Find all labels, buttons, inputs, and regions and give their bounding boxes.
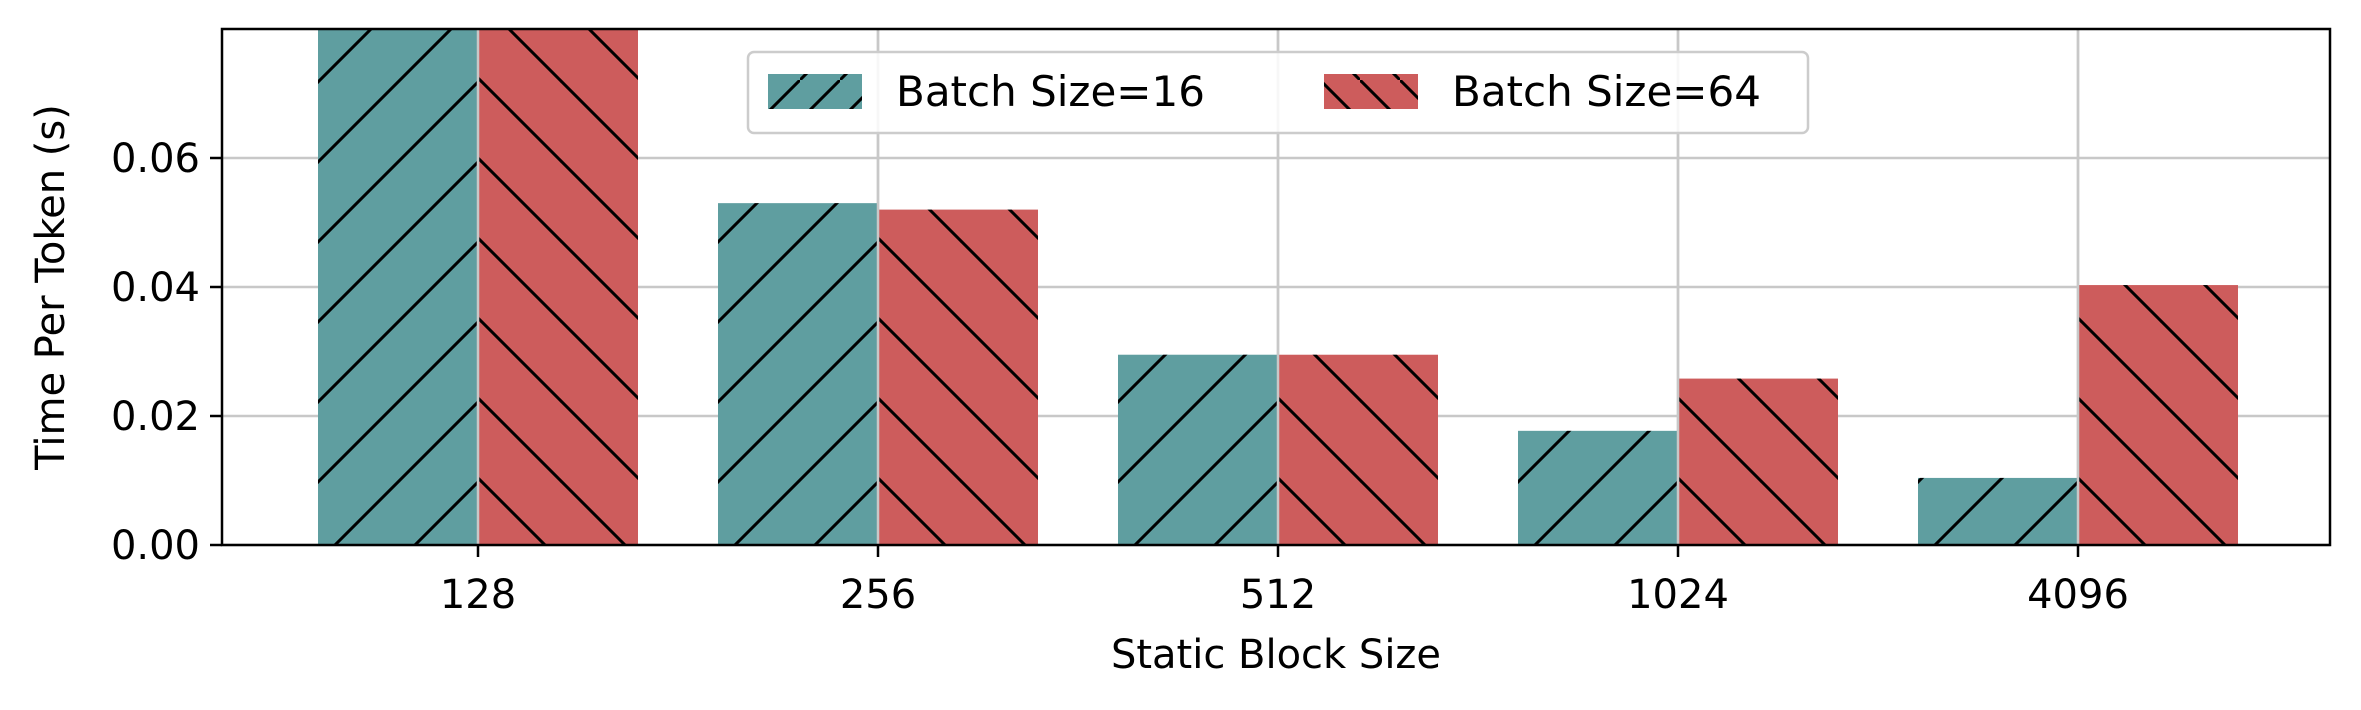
bar-hatch [1518,430,1678,545]
bar [1278,354,1438,545]
bar [318,29,478,545]
x-tick-label: 128 [440,572,516,618]
legend-label: Batch Size=16 [896,67,1205,116]
legend-box [746,50,1810,135]
x-tick-label: 4096 [2027,572,2129,618]
bar-hatch [1918,477,2078,545]
bar [1518,430,1678,545]
bar-hatch [1678,378,1838,545]
bar-hatch [878,209,1038,545]
legend: Batch Size=16 Batch Size=64 [746,50,1810,135]
bar-hatch [1118,354,1278,545]
legend-entry: Batch Size=16 [768,67,1205,116]
bar-hatch [478,29,638,545]
legend-entry: Batch Size=64 [1324,67,1761,116]
y-axis-label: Time Per Token (s) [28,104,74,471]
axes [210,27,2332,557]
y-tick-label: 0.00 [111,523,200,569]
y-tick-label: 0.04 [111,265,200,311]
bar [1118,354,1278,545]
bar [1678,378,1838,545]
bar-hatch [1278,354,1438,545]
bars-group [318,29,2238,545]
legend-swatch-hatch [1324,74,1418,109]
bar [1918,477,2078,545]
bar-hatch [718,203,878,545]
bar [878,209,1038,545]
bar [2078,285,2238,545]
y-tick-label: 0.06 [111,136,200,182]
tick-labels: 0.00 0.02 0.04 0.06 128 256 512 1024 4096 [111,136,2129,618]
bar [718,203,878,545]
x-tick-label: 256 [840,572,916,618]
bar [478,29,638,545]
plot-frame [220,27,2332,547]
legend-swatch-hatch [768,74,862,109]
y-tick-label: 0.02 [111,394,200,440]
bar-hatch [318,29,478,545]
x-tick-label: 512 [1240,572,1316,618]
legend-label: Batch Size=64 [1452,67,1761,116]
x-axis-label: Static Block Size [1111,632,1441,678]
x-tick-label: 1024 [1627,572,1729,618]
bar-hatch [2078,285,2238,545]
